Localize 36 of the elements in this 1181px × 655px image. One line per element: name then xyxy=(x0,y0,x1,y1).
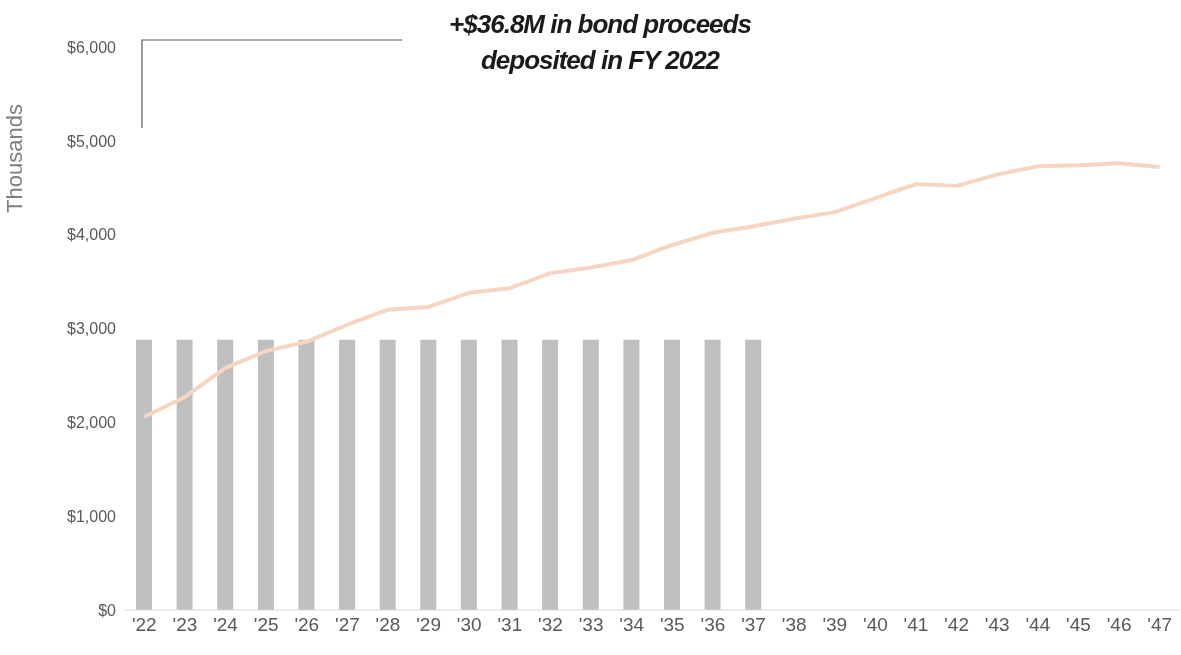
x-tick-label: '33 xyxy=(578,614,604,636)
y-tick-label: $6,000 xyxy=(67,38,117,56)
x-tick-label: '26 xyxy=(294,614,320,636)
x-tick-label: '45 xyxy=(1066,614,1091,636)
x-tick-label: '37 xyxy=(741,614,766,636)
x-tick-label: '43 xyxy=(984,614,1010,636)
y-tick-label: $3,000 xyxy=(67,320,117,338)
y-axis-title: Thousands xyxy=(1,104,27,213)
x-tick-label: '35 xyxy=(659,614,685,636)
x-tick-label: '39 xyxy=(822,614,848,636)
x-tick-label: '22 xyxy=(131,614,157,636)
y-tick-label: $4,000 xyxy=(67,226,117,244)
x-tick-label: '41 xyxy=(903,614,929,636)
line-series xyxy=(142,161,1162,419)
x-tick-label: '28 xyxy=(375,614,401,636)
y-tick-label: $0 xyxy=(98,601,117,619)
chart-title: +$36.8M in bond proceeds deposited in FY 2022 xyxy=(448,8,752,77)
x-tick-label: '36 xyxy=(700,614,726,636)
y-tick-label: $5,000 xyxy=(67,132,117,150)
x-tick-label: '44 xyxy=(1025,614,1051,636)
x-tick-label: '34 xyxy=(619,614,645,636)
x-tick-label: '47 xyxy=(1147,614,1173,636)
x-tick-label: '46 xyxy=(1106,614,1132,636)
x-tick-label: '42 xyxy=(944,614,969,636)
x-tick-label: '40 xyxy=(863,614,888,636)
x-tick-label: '24 xyxy=(213,614,239,636)
x-tick-label: '27 xyxy=(335,614,360,636)
x-tick-label: '29 xyxy=(416,614,441,636)
x-tick-label: '32 xyxy=(538,614,563,636)
x-tick-label: '38 xyxy=(781,614,807,636)
x-tick-label: '23 xyxy=(172,614,198,636)
x-tick-label: '31 xyxy=(497,614,523,636)
x-tick-label: '25 xyxy=(253,614,279,636)
y-tick-label: $1,000 xyxy=(67,507,117,525)
x-tick-label: '30 xyxy=(456,614,482,636)
y-tick-label: $2,000 xyxy=(67,414,117,432)
